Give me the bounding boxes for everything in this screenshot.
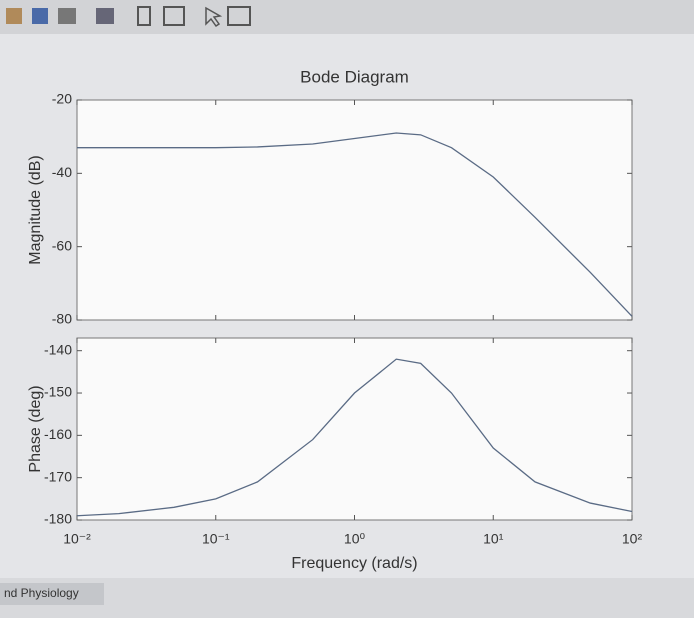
toolbar-icons: [6, 6, 251, 28]
y-tick-label: -180: [44, 511, 72, 527]
x-tick-label: 10⁻²: [63, 531, 91, 547]
print-icon[interactable]: [58, 8, 76, 24]
open-icon[interactable]: [6, 8, 22, 24]
y-tick-label: -80: [52, 311, 72, 327]
taskbar: [0, 578, 694, 618]
x-tick-label: 10¹: [483, 531, 504, 547]
x-tick-label: 10⁰: [344, 531, 366, 547]
data-line: [76, 358, 633, 517]
y-tick-label: -140: [44, 341, 72, 357]
link-icon[interactable]: [96, 8, 114, 24]
toolbar: [0, 0, 694, 34]
y-tick-label: -20: [52, 91, 72, 107]
save-icon[interactable]: [32, 8, 48, 24]
data-line: [77, 132, 633, 317]
plot-area: [76, 337, 633, 521]
y-tick-label: -150: [44, 384, 72, 400]
y-axis-label: Magnitude (dB): [27, 155, 44, 264]
taskbar-text: nd Physiology: [4, 586, 79, 600]
colorbar-icon[interactable]: [137, 6, 151, 26]
legend-icon[interactable]: [163, 6, 185, 26]
x-axis-label: Frequency (rad/s): [291, 555, 417, 572]
chart-title: Bode Diagram: [300, 67, 409, 86]
plot-area: [76, 99, 633, 321]
x-tick-label: 10²: [622, 531, 643, 547]
y-tick-label: -170: [44, 468, 72, 484]
y-tick-label: -40: [52, 164, 72, 180]
y-tick-label: -60: [52, 237, 72, 253]
pointer-icon[interactable]: [205, 6, 223, 28]
y-tick-label: -160: [44, 426, 72, 442]
property-icon[interactable]: [227, 6, 251, 26]
taskbar-tab[interactable]: [0, 583, 104, 605]
x-tick-label: 10⁻¹: [202, 531, 230, 547]
y-axis-label: Phase (deg): [27, 385, 44, 472]
